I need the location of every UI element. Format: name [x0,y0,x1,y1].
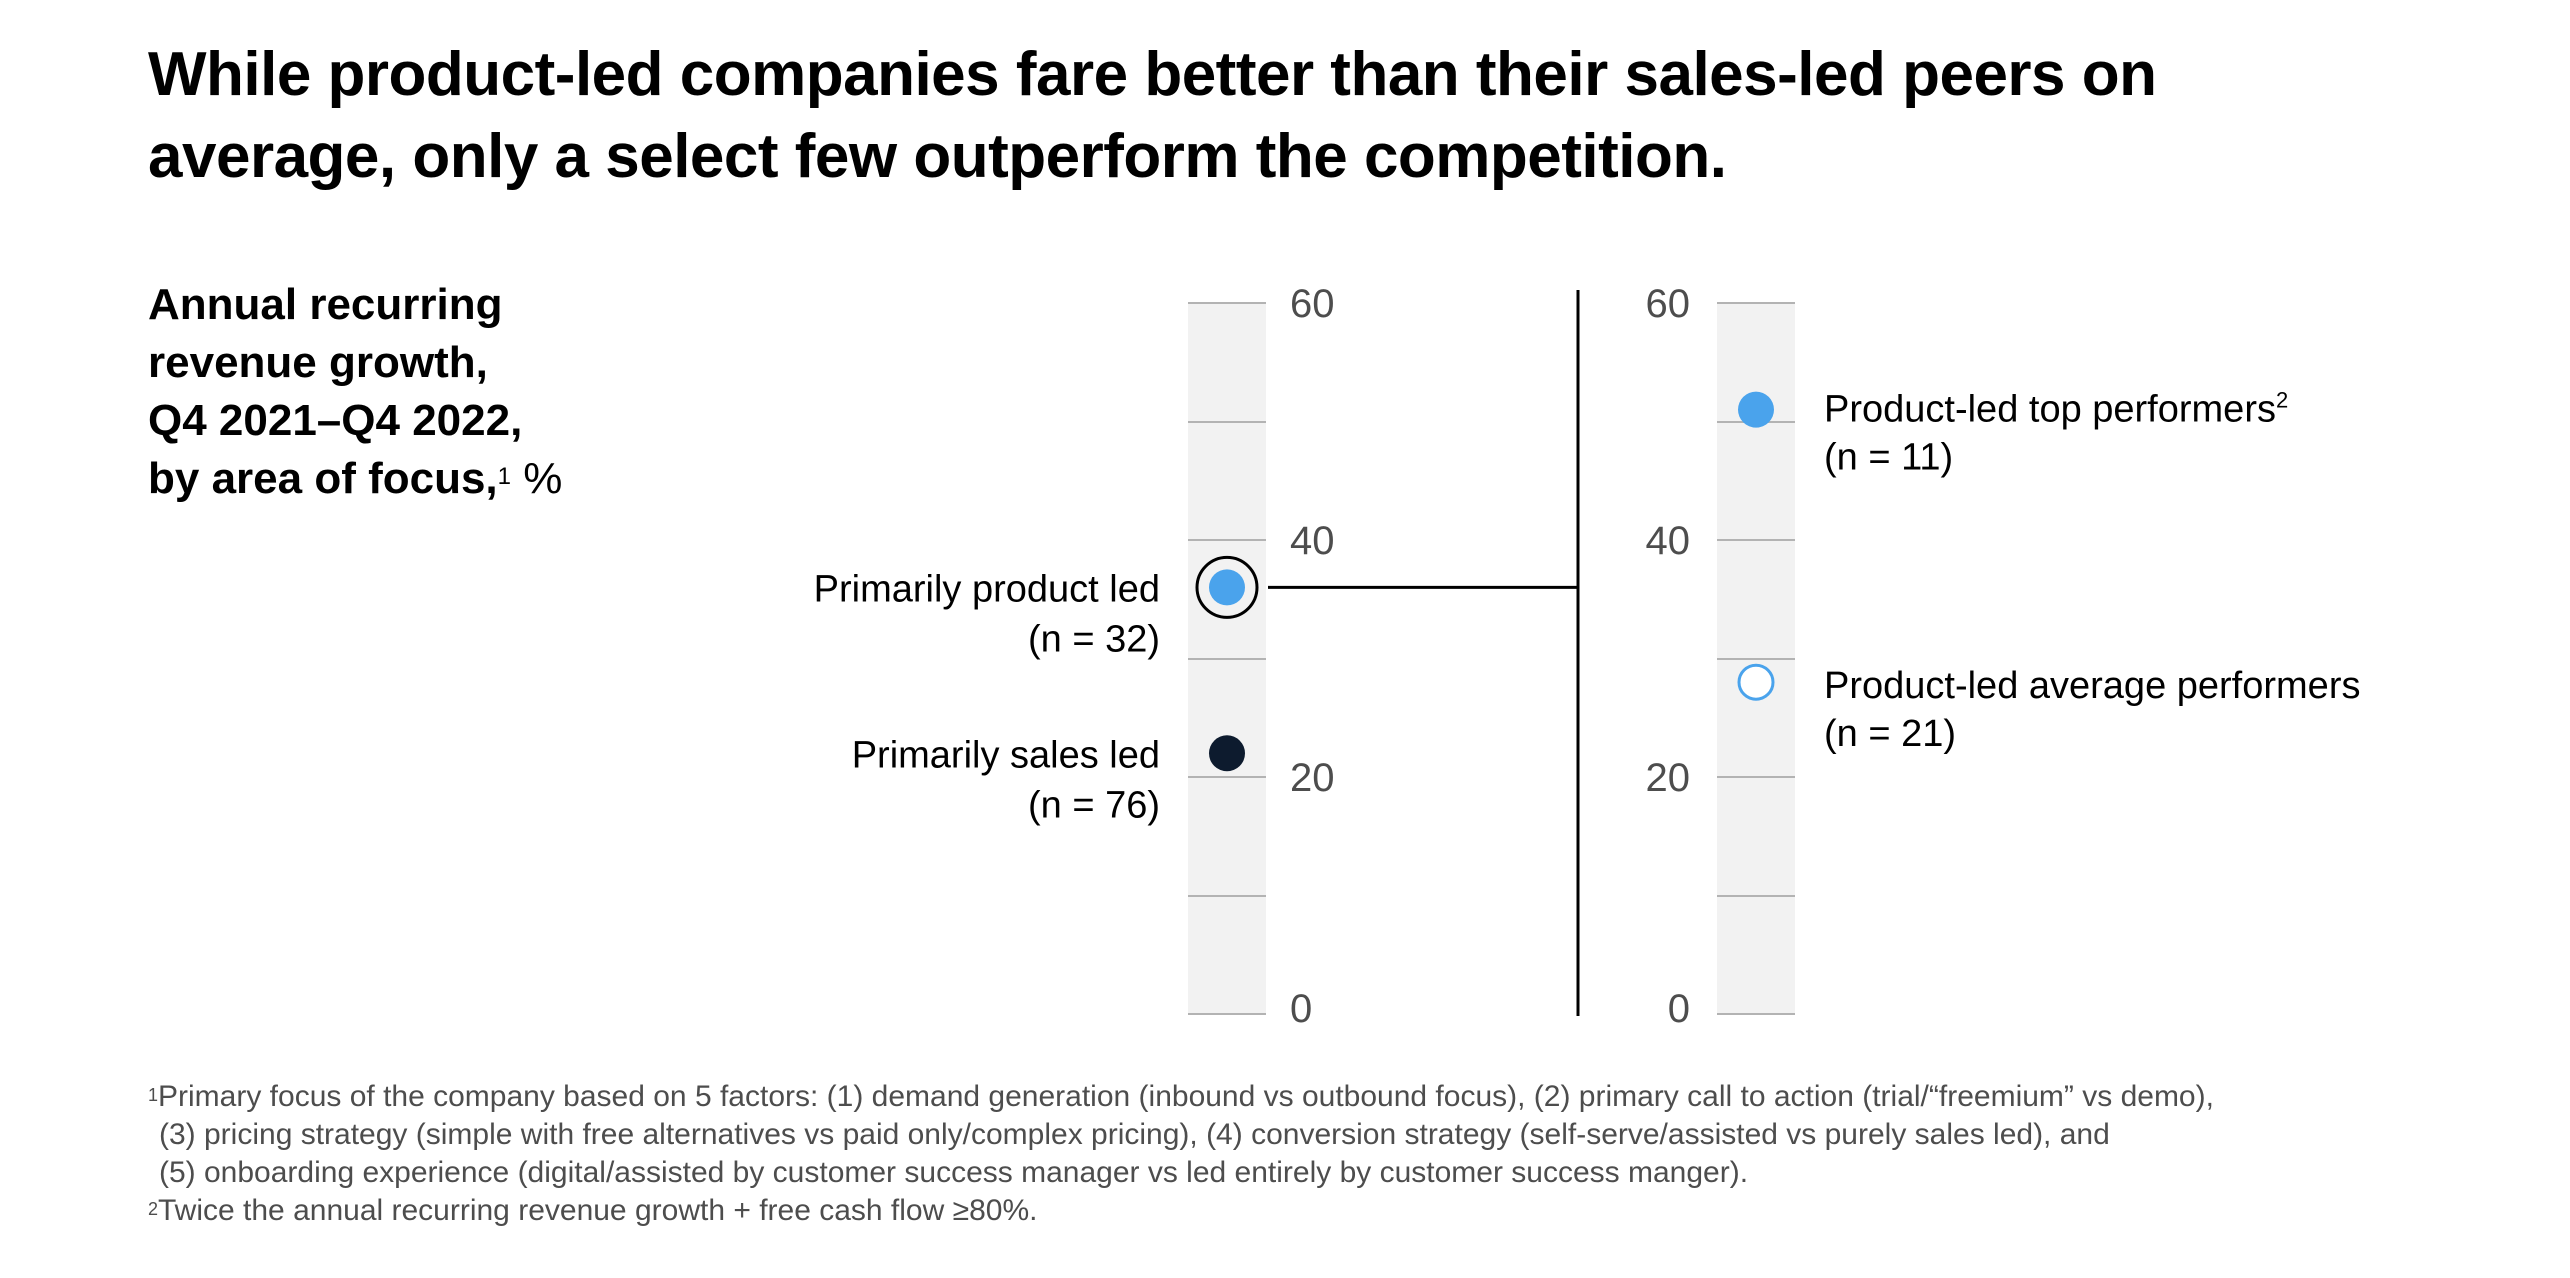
label-average-performers-n: (n = 21) [1824,713,1956,755]
left-tick-60: 60 [1290,282,1335,326]
point-primarily-product-led [1209,569,1245,606]
point-product-led-average-performers [1737,663,1775,701]
footnotes: 1Primary focus of the company based on 5… [148,1078,2508,1230]
subtitle-unit: % [511,454,563,503]
label-product-led-average-performers: Product-led average performers [1824,665,2360,707]
footnote-1-line-1: 1Primary focus of the company based on 5… [148,1080,2214,1113]
subtitle-line-3: Q4 2021–Q4 2022, [148,396,523,445]
product-led-highlight-ring [1195,555,1259,619]
headline: While product-led companies fare better … [148,34,2448,198]
subtitle-line-1: Annual recurring [148,280,503,329]
label-sales-led-n: (n = 76) [1028,784,1160,826]
footnote-1-marker: 1 [148,1085,159,1105]
label-top-performers-n: (n = 11) [1824,437,1953,479]
point-product-led-top-performers [1738,391,1774,428]
right-tick-60: 60 [1646,282,1691,326]
footnote-2: 2Twice the annual recurring revenue grow… [148,1194,1038,1227]
right-tick-40: 40 [1646,519,1691,563]
left-tick-40: 40 [1290,519,1335,563]
headline-line-1: While product-led companies fare better … [148,40,2157,109]
subtitle-line-2: revenue growth, [148,338,488,387]
footnote-1-line-2: (3) pricing strategy (simple with free a… [159,1118,2110,1151]
chart-subtitle: Annual recurring revenue growth, Q4 2021… [148,276,668,508]
footnote-1-line-3: (5) onboarding experience (digital/assis… [159,1156,1749,1189]
right-tick-0: 0 [1668,987,1690,1031]
label-primarily-product-led: Primarily product led [814,568,1160,610]
left-tick-labels: 60 40 20 0 [1290,282,1335,1031]
label-product-led-top-performers: Product-led top performers2 [1824,388,2288,431]
label-product-led-n: (n = 32) [1028,618,1160,660]
subtitle-footnote-marker: 1 [497,463,512,490]
subtitle-line-4: by area of focus, [148,454,498,503]
point-primarily-sales-led [1209,735,1245,772]
headline-line-2: average, only a select few outperform th… [148,122,1727,191]
left-tick-0: 0 [1290,987,1312,1031]
label-top-performers-footnote: 2 [2276,388,2288,413]
label-primarily-sales-led: Primarily sales led [852,734,1160,776]
right-tick-20: 20 [1646,756,1691,800]
right-tick-labels: 60 40 20 0 [1646,282,1691,1031]
left-tick-20: 20 [1290,756,1335,800]
footnote-2-marker: 2 [148,1199,159,1219]
left-gridlines [1188,302,1266,1015]
dot-chart: 60 40 20 0 60 40 20 0 Primarily product … [814,282,2361,1031]
